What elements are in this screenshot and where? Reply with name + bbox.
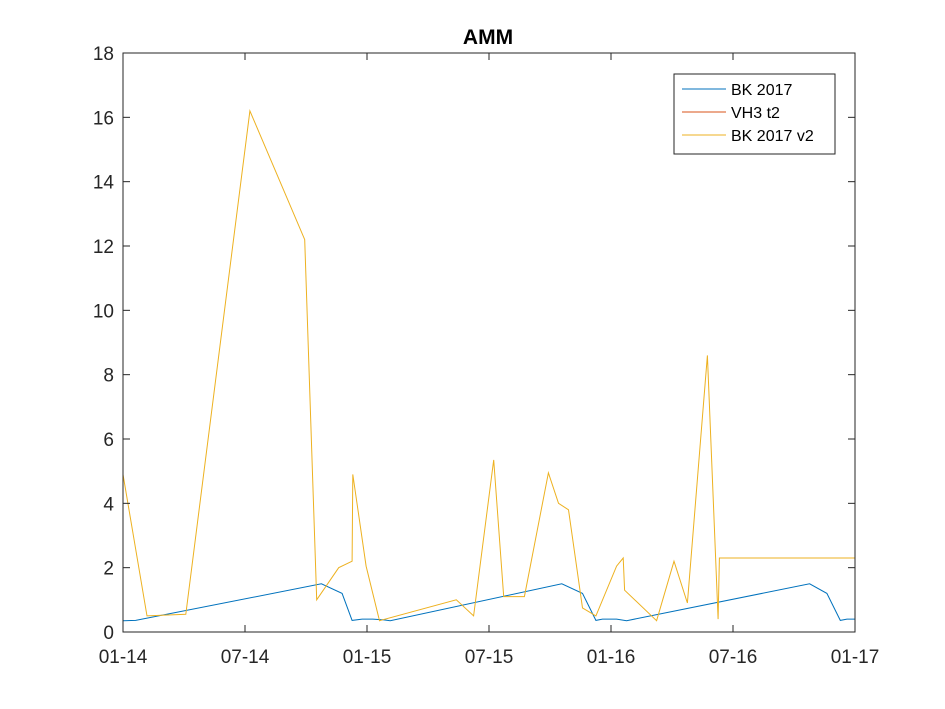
- x-tick-label: 01-17: [831, 647, 880, 668]
- x-tick-label: 01-15: [343, 647, 392, 668]
- y-tick-label: 18: [93, 44, 114, 65]
- y-tick-label: 8: [103, 366, 114, 387]
- legend-label-2: BK 2017 v2: [731, 128, 814, 145]
- y-tick-label: 10: [93, 301, 114, 322]
- y-tick-label: 4: [103, 494, 114, 515]
- y-tick-label: 16: [93, 108, 114, 129]
- axes: 0 2 4 6 8 10 12 14 16 18 01-14 07-14 01-15 07-15 01-16…: [93, 44, 879, 668]
- legend: BK 2017 VH3 t2 BK 2017 v2: [673, 73, 836, 155]
- x-tick-label: 01-16: [587, 647, 636, 668]
- y-tick-label: 14: [93, 173, 115, 194]
- y-tick-label: 2: [103, 559, 114, 580]
- x-tick-label: 01-14: [99, 647, 148, 668]
- x-tick-label: 07-15: [465, 647, 514, 668]
- y-tick-label: 6: [103, 430, 114, 451]
- x-tick-label: 07-14: [221, 647, 270, 668]
- y-tick-label: 0: [103, 623, 114, 644]
- x-tick-label: 07-16: [709, 647, 758, 668]
- legend-label-0: BK 2017: [731, 82, 792, 99]
- series-line-0: [123, 583, 855, 622]
- legend-box: [673, 73, 836, 155]
- legend-label-1: VH3 t2: [731, 105, 780, 122]
- series-line-2: [123, 109, 855, 622]
- y-tick-label: 12: [93, 237, 114, 258]
- chart-title: AMM: [463, 26, 513, 49]
